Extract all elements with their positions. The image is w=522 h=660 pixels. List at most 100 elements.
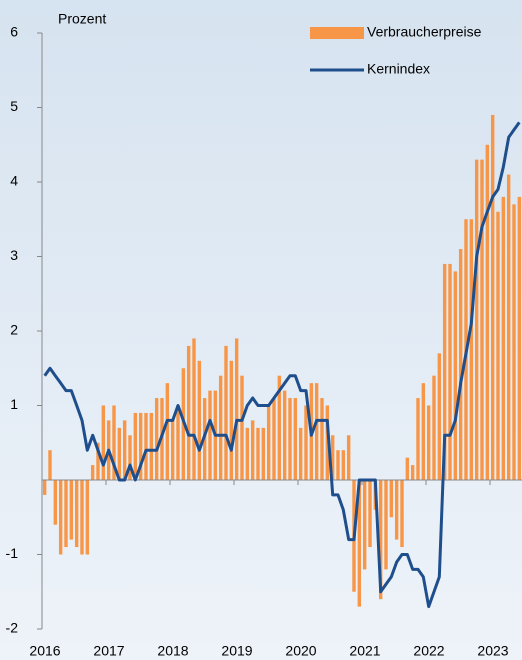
bar (368, 480, 372, 548)
bar (261, 427, 266, 480)
bar (69, 480, 74, 540)
bar (458, 249, 463, 480)
bar (442, 263, 447, 480)
bar (96, 442, 100, 480)
bar (517, 196, 522, 480)
bar (128, 435, 132, 480)
x-tick-label: 2020 (285, 643, 316, 659)
bar (490, 114, 495, 480)
x-tick-label: 2022 (413, 643, 444, 659)
bar (389, 480, 394, 518)
bar (474, 159, 479, 480)
y-tick-label: -2 (6, 620, 19, 636)
x-tick-label: 2016 (29, 643, 60, 659)
bar (192, 338, 196, 480)
bar (138, 412, 143, 480)
bar (197, 360, 202, 480)
bar (53, 480, 58, 525)
y-axis-label: Prozent (58, 11, 106, 27)
bar (277, 375, 282, 480)
bar (480, 159, 484, 480)
bar (421, 383, 426, 480)
bar (266, 405, 271, 480)
bar (122, 420, 127, 480)
x-tick-label: 2021 (349, 643, 380, 659)
bar (288, 398, 292, 480)
bar (496, 211, 500, 481)
y-tick-label: 3 (10, 247, 18, 263)
bar (448, 263, 452, 480)
bar (469, 219, 474, 480)
bar (245, 427, 250, 480)
bar (133, 412, 138, 480)
bar (250, 420, 255, 480)
bar (394, 480, 399, 540)
bar (336, 450, 340, 480)
bar (229, 360, 234, 480)
bar (341, 450, 346, 480)
bar (48, 450, 52, 480)
bar (432, 375, 436, 480)
bar (410, 465, 415, 480)
bar (314, 383, 319, 480)
bar (42, 480, 47, 495)
bar (74, 480, 79, 548)
bar (501, 196, 506, 480)
y-tick-label: 2 (10, 322, 18, 338)
bar (149, 412, 154, 480)
bar (218, 375, 223, 480)
bar (437, 353, 442, 480)
x-tick-label: 2017 (93, 643, 124, 659)
bar (453, 271, 458, 480)
bar (357, 480, 362, 607)
bar (304, 405, 308, 480)
y-tick-label: 6 (10, 24, 18, 40)
bar (144, 412, 148, 480)
bar (117, 427, 122, 480)
bar (293, 398, 298, 480)
bar (378, 480, 383, 600)
bar (64, 480, 68, 548)
bar (224, 345, 228, 480)
bar (90, 465, 95, 480)
bar (362, 480, 367, 570)
bar (256, 427, 260, 480)
bar (485, 144, 490, 480)
bar (325, 405, 330, 480)
bar (101, 405, 106, 480)
legend-label: Kernindex (367, 61, 430, 77)
bar (416, 398, 420, 480)
bar (400, 480, 404, 548)
y-tick-label: 1 (10, 396, 18, 412)
bar (506, 174, 511, 481)
x-tick-label: 2019 (221, 643, 252, 659)
bar (405, 457, 410, 480)
bar (170, 420, 175, 480)
bar (240, 375, 244, 480)
legend-label: Verbraucherpreise (367, 24, 482, 40)
bar (208, 390, 212, 480)
bar (176, 405, 180, 480)
y-tick-label: 5 (10, 98, 18, 114)
bar (186, 345, 191, 480)
y-tick-label: -1 (6, 545, 19, 561)
bar (346, 435, 351, 480)
bar (80, 480, 84, 555)
x-tick-label: 2018 (157, 643, 188, 659)
bar (330, 435, 335, 480)
legend-swatch (310, 27, 364, 39)
bar (426, 405, 431, 480)
x-tick-label: 2023 (477, 643, 508, 659)
bar (165, 383, 170, 480)
bar (298, 427, 303, 480)
bar (272, 398, 276, 480)
bar (512, 204, 516, 480)
bar (112, 405, 116, 480)
bar (384, 480, 388, 570)
bar (58, 480, 63, 555)
bar (282, 390, 287, 480)
bar (154, 398, 159, 480)
y-tick-label: 4 (10, 173, 18, 189)
bar (85, 480, 90, 555)
